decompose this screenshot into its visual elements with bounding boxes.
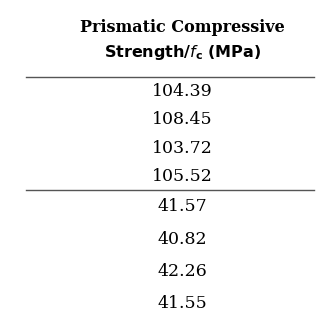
Text: 41.55: 41.55 xyxy=(157,295,207,312)
Text: $\mathbf{Strength/}$$\mathit{f}_\mathbf{c}$$\mathbf{\ (MPa)}$: $\mathbf{Strength/}$$\mathit{f}_\mathbf{… xyxy=(104,43,261,62)
Text: 41.57: 41.57 xyxy=(157,198,207,215)
Text: 105.52: 105.52 xyxy=(152,168,213,185)
Text: 42.26: 42.26 xyxy=(157,263,207,280)
Text: 108.45: 108.45 xyxy=(152,111,213,128)
Text: Prismatic Compressive: Prismatic Compressive xyxy=(80,19,285,36)
Text: 104.39: 104.39 xyxy=(152,83,213,100)
Text: 103.72: 103.72 xyxy=(152,140,213,156)
Text: 40.82: 40.82 xyxy=(157,230,207,247)
